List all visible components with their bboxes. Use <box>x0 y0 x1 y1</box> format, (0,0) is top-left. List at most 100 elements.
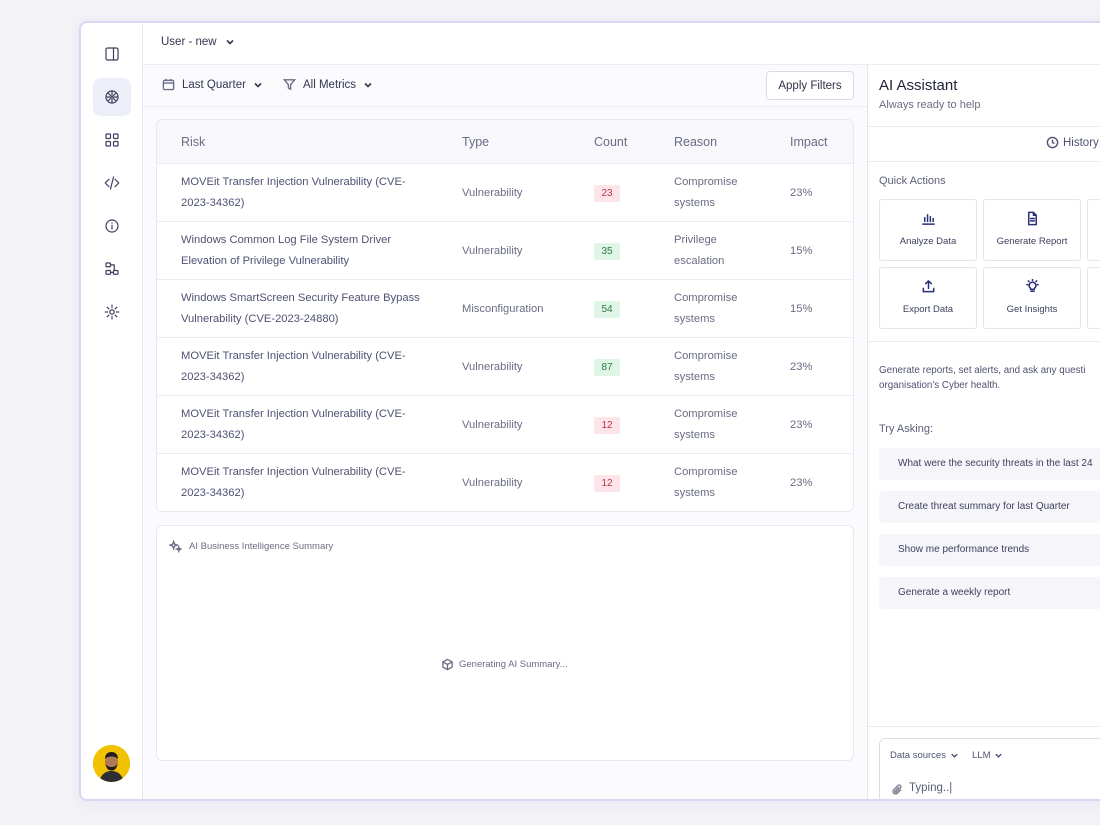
risk-cell: MOVEit Transfer Injection Vulnerability … <box>181 408 406 441</box>
reason-cell: Compromise systems <box>674 466 738 499</box>
ai-summary-header: AI Business Intelligence Summary <box>169 540 333 553</box>
quick-action-generate-report[interactable]: Generate Report <box>983 199 1081 261</box>
impact-cell: 15% <box>790 303 813 315</box>
user-avatar-image <box>93 745 130 782</box>
quick-action-export-data[interactable]: Export Data <box>879 267 977 329</box>
gear-icon <box>104 304 120 320</box>
sidebar-item-dashboard[interactable] <box>93 121 131 159</box>
reason-cell: Compromise systems <box>674 408 738 441</box>
column-header-impact: Impact <box>790 135 828 149</box>
suggestion-chip[interactable]: What were the security threats in the la… <box>879 448 1100 480</box>
quick-action-label: Export Data <box>902 304 954 315</box>
workflow-icon <box>105 262 119 275</box>
sidebar-item-code[interactable] <box>93 164 131 202</box>
metrics-filter[interactable]: All Metrics <box>283 78 373 91</box>
type-cell: Vulnerability <box>462 419 523 431</box>
chat-input-box: Data sources LLM Typing..| <box>879 738 1100 799</box>
ai-assistant-panel: AI Assistant Always ready to help Histor… <box>867 65 1100 799</box>
divider <box>868 126 1100 127</box>
reason-cell: Compromise systems <box>674 292 738 325</box>
document-icon <box>1028 211 1037 226</box>
quick-action-label: Analyze Data <box>899 236 957 247</box>
calendar-icon <box>162 78 175 91</box>
chevron-down-icon <box>951 753 958 758</box>
assistant-subtitle: Always ready to help <box>879 99 981 111</box>
quick-action-analyze-data[interactable]: Analyze Data <box>879 199 977 261</box>
sidebar-item-brain[interactable] <box>93 78 131 116</box>
reason-cell: Privilege escalation <box>674 234 725 267</box>
info-icon <box>105 219 119 233</box>
period-filter-label: Last Quarter <box>182 78 246 91</box>
data-sources-label: Data sources <box>890 750 946 761</box>
user-dropdown-label: User - new <box>161 36 217 48</box>
data-sources-dropdown[interactable]: Data sources <box>890 750 959 761</box>
upload-icon <box>922 280 935 293</box>
brain-icon <box>105 90 119 104</box>
suggestion-chip[interactable]: Generate a weekly report <box>879 577 1100 609</box>
sidebar-item-info[interactable] <box>93 207 131 245</box>
cube-icon <box>442 658 453 671</box>
divider <box>868 341 1100 342</box>
chevron-down-icon <box>995 753 1003 758</box>
llm-dropdown[interactable]: LLM <box>972 750 1003 761</box>
count-badge: 12 <box>594 475 620 492</box>
suggestion-chip[interactable]: Show me performance trends <box>879 534 1100 566</box>
chevron-down-icon <box>226 39 234 45</box>
panel-toggle-button[interactable] <box>93 35 131 73</box>
column-header-reason: Reason <box>674 135 718 149</box>
risk-cell: MOVEit Transfer Injection Vulnerability … <box>181 466 406 499</box>
history-button[interactable]: History <box>1046 136 1099 149</box>
panel-layout-icon <box>105 47 119 61</box>
quick-action-card[interactable] <box>1087 199 1100 261</box>
suggestion-chip[interactable]: Create threat summary for last Quarter <box>879 491 1100 523</box>
assistant-description-line: organisation's Cyber health. <box>879 380 1001 391</box>
paperclip-icon <box>892 784 902 795</box>
assistant-description: Generate reports, set alerts, and ask an… <box>879 363 1100 393</box>
table-row[interactable]: MOVEit Transfer Injection Vulnerability … <box>157 164 853 222</box>
table-row[interactable]: Windows SmartScreen Security Feature Byp… <box>157 280 853 338</box>
top-bar: User - new Pu <box>143 23 1100 65</box>
assistant-description-line: Generate reports, set alerts, and ask an… <box>879 365 1086 376</box>
sidebar-item-workflow[interactable] <box>93 250 131 288</box>
ai-summary-status-text: Generating AI Summary... <box>459 659 568 670</box>
table-row[interactable]: Windows Common Log File System Driver El… <box>157 222 853 280</box>
column-header-count: Count <box>594 135 628 149</box>
divider <box>868 161 1100 162</box>
reason-cell: Compromise systems <box>674 350 738 383</box>
table-row[interactable]: MOVEit Transfer Injection Vulnerability … <box>157 396 853 454</box>
impact-cell: 23% <box>790 419 813 431</box>
impact-cell: 15% <box>790 245 813 257</box>
grid-icon <box>105 133 119 147</box>
sidebar <box>81 23 143 799</box>
filter-icon <box>283 79 296 91</box>
type-cell: Vulnerability <box>462 187 523 199</box>
chat-input[interactable]: Typing..| <box>909 782 953 794</box>
filter-bar: Last Quarter All Metrics Apply Filters <box>143 65 867 107</box>
bar-chart-icon <box>922 214 935 225</box>
assistant-title: AI Assistant <box>879 77 958 94</box>
quick-action-get-insights[interactable]: Get Insights <box>983 267 1081 329</box>
ai-summary-title: AI Business Intelligence Summary <box>189 541 334 552</box>
type-cell: Vulnerability <box>462 477 523 489</box>
llm-label: LLM <box>972 750 991 761</box>
table-row[interactable]: MOVEit Transfer Injection Vulnerability … <box>157 338 853 396</box>
chevron-down-icon <box>254 82 262 88</box>
quick-action-card[interactable] <box>1087 267 1100 329</box>
risk-cell: Windows Common Log File System Driver El… <box>181 234 392 267</box>
impact-cell: 23% <box>790 477 813 489</box>
clock-icon <box>1046 136 1059 149</box>
count-badge: 23 <box>594 185 620 202</box>
period-filter[interactable]: Last Quarter <box>162 78 263 91</box>
column-header-risk: Risk <box>181 135 206 149</box>
table-row[interactable]: MOVEit Transfer Injection Vulnerability … <box>157 454 853 511</box>
avatar[interactable] <box>93 745 130 782</box>
metrics-filter-label: All Metrics <box>303 78 357 91</box>
risk-cell: MOVEit Transfer Injection Vulnerability … <box>181 350 406 383</box>
code-icon <box>104 176 120 190</box>
user-dropdown[interactable]: User - new <box>161 36 235 48</box>
apply-filters-button[interactable]: Apply Filters <box>766 71 854 100</box>
attach-button[interactable] <box>891 783 903 795</box>
quick-action-label: Get Insights <box>1006 304 1058 315</box>
ai-summary-status: Generating AI Summary... <box>441 658 568 671</box>
sidebar-item-settings[interactable] <box>93 293 131 331</box>
